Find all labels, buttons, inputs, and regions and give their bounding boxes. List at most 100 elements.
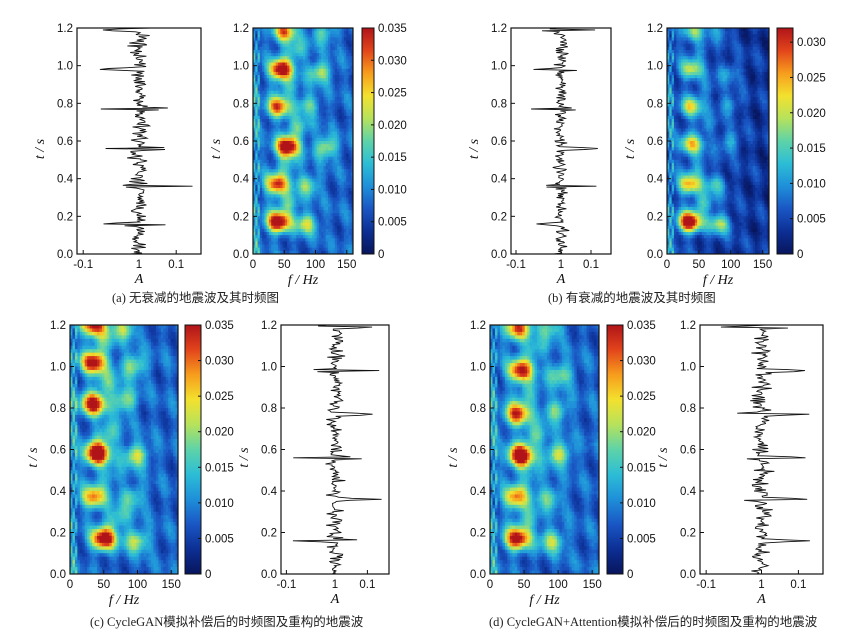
- tf-cell: [287, 188, 290, 192]
- tf-cell: [257, 184, 261, 189]
- tf-cell: [262, 46, 265, 51]
- tf-cell: [671, 119, 675, 123]
- tf-cell: [752, 84, 756, 89]
- tf-cell: [318, 81, 322, 86]
- tf-cell: [305, 93, 309, 98]
- tf-cell: [339, 169, 343, 173]
- tf-cell: [350, 216, 353, 221]
- tf-cell: [318, 90, 322, 95]
- tf-cell: [750, 56, 754, 60]
- tf-cell: [309, 62, 313, 67]
- tf-cell: [683, 43, 687, 48]
- tf-cell: [337, 210, 340, 214]
- tf-cell: [259, 235, 263, 239]
- tf-cell: [293, 159, 297, 164]
- tf-cell: [704, 131, 708, 136]
- tf-cell: [273, 162, 277, 167]
- tf-cell: [341, 65, 345, 70]
- tf-cell: [337, 115, 340, 120]
- tf-cell: [683, 40, 687, 45]
- tf-cell: [255, 81, 259, 86]
- tf-cell: [729, 115, 733, 120]
- tf-cell: [298, 162, 302, 167]
- tf-cell: [262, 159, 265, 164]
- tf-cell: [337, 188, 340, 192]
- tf-cell: [328, 144, 331, 148]
- tf-cell: [766, 43, 769, 48]
- tf-cell: [305, 228, 309, 233]
- tf-cell: [341, 53, 345, 57]
- tf-cell: [266, 78, 270, 82]
- tf-cell: [325, 141, 329, 145]
- tf-cell: [268, 90, 272, 95]
- tf-cell: [748, 28, 752, 32]
- tf-cell: [307, 71, 311, 76]
- tf-cell: [253, 97, 256, 101]
- tf-cell: [671, 75, 675, 79]
- tf-cell: [273, 106, 277, 111]
- tf-cell: [715, 122, 719, 126]
- tf-cell: [314, 244, 318, 249]
- tf-cell: [766, 109, 769, 114]
- tf-cell: [348, 131, 352, 136]
- tf-cell: [264, 90, 268, 95]
- tf-cell: [680, 87, 684, 92]
- tf-cell: [259, 238, 263, 243]
- tf-cell: [268, 172, 272, 177]
- tf-cell: [694, 43, 698, 48]
- tf-cell: [348, 122, 352, 126]
- tf-cell: [690, 144, 694, 148]
- tf-cell: [690, 122, 694, 126]
- tf-cell: [727, 147, 731, 152]
- tf-cell: [694, 141, 698, 145]
- tf-cell: [745, 137, 749, 142]
- tf-cell: [343, 53, 347, 57]
- tf-cell: [328, 169, 331, 173]
- tf-cell: [307, 43, 311, 48]
- tf-cell: [341, 219, 345, 224]
- tf-cell: [745, 144, 749, 148]
- tf-cell: [328, 97, 331, 101]
- tf-cell: [253, 166, 256, 170]
- tf-cell: [262, 75, 265, 79]
- tf-cell: [287, 225, 290, 230]
- tf-cell: [731, 103, 735, 108]
- tf-cell: [289, 153, 293, 158]
- tf-cell: [671, 81, 675, 86]
- tf-cell: [766, 71, 769, 76]
- tf-cell: [282, 134, 286, 139]
- tf-cell: [718, 119, 721, 123]
- tf-cell: [718, 40, 721, 45]
- tf-cell: [343, 178, 347, 183]
- tf-cell: [253, 43, 256, 48]
- tf-cell: [282, 213, 286, 217]
- tf-cell: [722, 59, 726, 64]
- tf-cell: [337, 134, 340, 139]
- tf-cell: [680, 65, 684, 70]
- tf-cell: [720, 84, 724, 89]
- tf-cell: [711, 144, 714, 148]
- tf-cell: [303, 90, 306, 95]
- tf-cell: [708, 56, 712, 60]
- tf-cell: [752, 68, 756, 73]
- tf-cell: [262, 228, 265, 233]
- tf-cell: [752, 97, 756, 101]
- tf-cell: [296, 247, 300, 252]
- tf-cell: [755, 49, 759, 54]
- tf-cell: [316, 87, 320, 92]
- tf-cell: [298, 28, 302, 32]
- tf-cell: [307, 103, 311, 108]
- tf-cell: [727, 119, 731, 123]
- tf-cell: [287, 244, 290, 249]
- x-tick-label: 1: [136, 259, 142, 271]
- tf-cell: [704, 115, 708, 120]
- tf-cell: [350, 115, 353, 120]
- tf-cell: [339, 159, 343, 164]
- tf-cell: [676, 59, 680, 64]
- tf-cell: [676, 56, 680, 60]
- tf-cell: [284, 188, 288, 192]
- tf-cell: [334, 87, 338, 92]
- tf-cell: [694, 128, 698, 133]
- tf-cell: [718, 109, 721, 114]
- tf-cell: [745, 59, 749, 64]
